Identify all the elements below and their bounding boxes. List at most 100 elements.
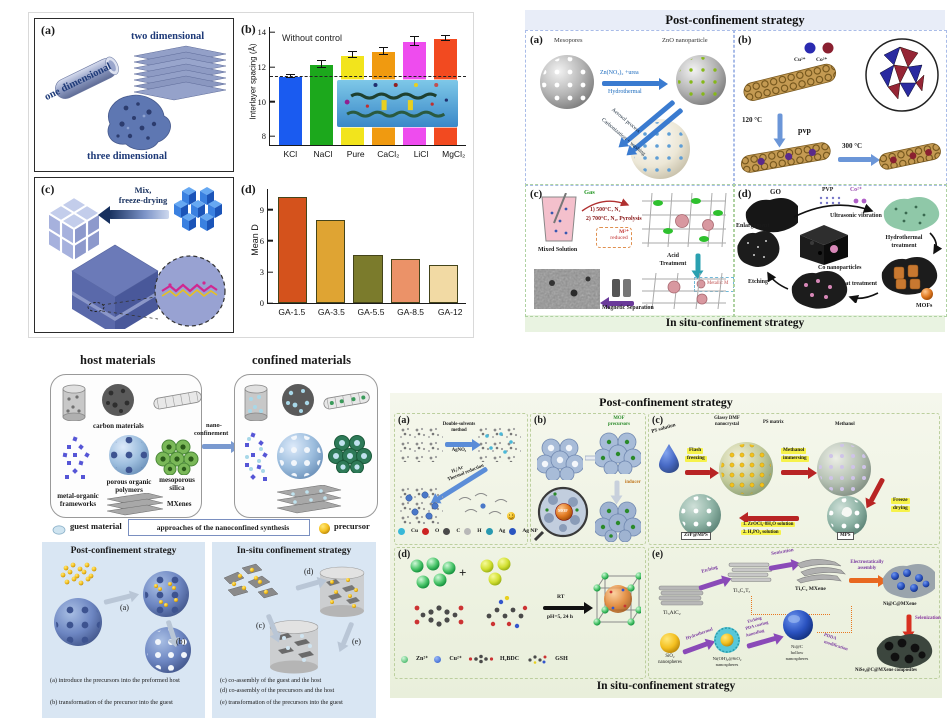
heat-treatment-label: Heat treatment [838,281,878,287]
x-tick-label: GA-3.5 [317,307,345,317]
pvp-dots [819,196,841,205]
y-tick-label: 8 [261,131,266,142]
dmf-ps-sphere [719,442,773,496]
figure2-panel-c: Mixed Solution Gas 1) 500°C, N₂ 2) 700°C… [525,184,735,317]
zno-loaded-sphere [676,55,726,105]
post-tag-b: (b) [176,637,186,646]
ag-dot [485,528,493,535]
ph-label: pH=5, 24 h [547,614,573,620]
bar-GA-8.5 [391,258,421,303]
confined-silica-icon [328,435,372,473]
x-axis-labels: GA-1.5 GA-3.5 GA-5.5 GA-8.5 GA-12 [267,307,475,317]
confined-polymer-sphere-icon [277,433,323,479]
insitu-tag-d: (d) [304,567,314,576]
nanotube-with-ions [740,142,831,173]
post-tag-a: (a) [120,603,129,612]
porous-cluster-2 [595,432,641,474]
y-tick-mark [268,209,273,211]
agnp-dot [509,528,517,535]
gas-label: Gas [584,189,595,196]
x-tick-label: GA-1.5 [278,307,306,317]
x-tick-label: MgCl₂ [442,149,466,159]
error-bar [317,60,326,69]
carbon-cylinder-icon [62,384,86,421]
selenization-arrow [906,614,912,633]
bar-slot [306,27,337,145]
bar-slot [386,189,424,303]
x-tick-label: GA-12 [437,307,463,317]
glassy-label-line1: Glassy DMF [714,416,740,421]
error-bar [441,35,450,42]
guest-material-dot [52,525,66,535]
nic-label-line3: nanospheres [785,656,809,661]
mof-lattice-agnp [399,486,443,524]
metallic-m-label: Metallic M [707,281,729,286]
silica-label-line2: silica [169,484,185,492]
agno3-arrow [445,442,473,447]
cu-legend-dot [434,655,442,663]
host-materials-title: host materials [80,353,156,367]
hydrothermal-arrow [602,81,660,86]
methanol-sphere [817,442,871,496]
zn-legend-label: Zn²⁺ [416,655,429,662]
confined-mof-icon [245,432,268,481]
cu-legend-label: Cu²⁺ [449,655,462,662]
co-nanoparticles-label: Co nanoparticles [818,265,862,271]
h2bdc-molecule [414,605,464,627]
y-tick-mark [270,100,275,103]
y-axis-label: Mean D [250,224,260,256]
figure4: Post-confinement strategy In situ-confin… [390,393,942,698]
mps-sphere [827,496,867,536]
methanol-label: Methanol [835,422,855,427]
error-bar [379,47,388,56]
confined-materials-box [234,374,378,518]
three-dimensional-label: three dimensional [87,151,168,162]
freeze-label-line2: drying [891,505,910,512]
insitu-tag-e: (e) [352,637,361,646]
carbon-blob-icon [102,384,134,416]
temp-300-label: 300 °C [842,142,863,150]
pdda-connector [817,606,852,633]
mxene-sheets [796,559,846,584]
beaker-illustration [541,193,577,242]
y-axis-label: Interlayer spacing (Å) [248,43,258,120]
polymers-label-line1: porous organic [106,478,152,486]
sio2-sphere [660,633,680,653]
m-ion-label: M²⁺ [619,229,629,235]
figure2-header: Post-confinement strategy [525,10,945,30]
o-dot [422,528,430,535]
figure4-panel-c: (c) PS solution Flash freezing Glassy DM… [648,413,940,545]
sio2-label-line2: nanospheres [658,660,682,665]
guest-material-label: guest material [70,521,122,531]
ps-droplet [659,444,679,473]
methanol-immersing-arrow [781,470,809,475]
tict-label: Ti₃C₂Tₓ [733,588,751,594]
insitu-caption-e: (e) transformation of the precursors int… [220,699,343,706]
panel-label: (d) [241,182,256,196]
mofs-label: MOFs [916,303,933,309]
zrp-solution-arrow [747,516,799,521]
post-strategy-illustration [54,562,191,673]
figure1-panel-c: Mix, freeze-drying (c) [34,177,234,333]
magnet-vials [612,279,631,297]
network-after-acid [642,272,726,310]
carbon-materials-label: carbon materials [93,422,144,430]
bar-slot [275,27,306,145]
nano-confinement-arrow [202,444,232,449]
bar-KCl [279,77,302,145]
y-tick-label: 6 [259,235,264,246]
panel-label: (b) [241,22,256,36]
mean-d-chart: (d) Mean D 0 3 6 9 GA-1.5 GA-3.5 GA-5.5 GA-8.5… [239,179,471,331]
rt-label: RT [557,594,565,600]
insitu-strategy-title: In-situ confinement strategy [236,546,352,556]
magnifier-inset [533,486,589,542]
panel-label: (d) [398,549,411,560]
c-label: C [456,528,461,535]
cu-ion-label: Cu²⁺ [794,57,806,63]
mesoporous-silica-icon [155,439,199,475]
panel-d-legend: Zn²⁺ Cu²⁺ H₂BDC GSH [401,654,568,664]
temp-120-label: 120 °C [742,116,763,124]
dimensional-materials-illustration [55,45,227,151]
mof-crystal-icon [62,436,90,479]
ultrasonic-arrow [793,203,874,218]
